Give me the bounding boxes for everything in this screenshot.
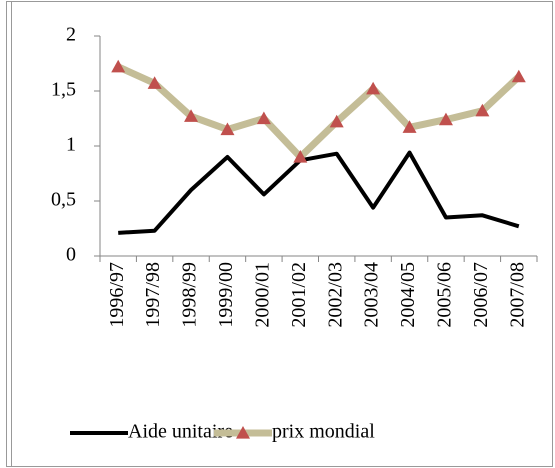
point-marker [475,103,490,117]
legend-marker [236,426,250,439]
point-marker [511,69,526,83]
x-tick-label: 2006/07 [470,262,492,328]
y-tick-label: 2 [66,24,76,46]
y-tick-label: 0 [66,244,76,266]
series-line [116,63,522,161]
point-marker [220,122,235,136]
point-marker [402,120,417,133]
x-tick-label: 2002/03 [324,262,346,328]
x-tick-label: 1996/97 [106,262,128,328]
point-marker [256,111,271,125]
x-tick-label: 2001/02 [288,262,310,328]
x-tick-label: 2004/05 [397,262,419,328]
point-marker [293,150,308,163]
point-marker [366,81,381,95]
legend-label: Aide unitaire [128,421,233,443]
x-tick-label: 1999/00 [215,262,237,328]
point-marker [111,59,126,73]
chart-frame [6,1,553,467]
x-tick-label: 2000/01 [251,262,273,328]
series-line [118,150,520,235]
y-tick-label: 0,5 [51,189,76,211]
y-tick-label: 1 [66,134,76,156]
point-marker [184,109,199,122]
x-tick-label: 1997/98 [142,262,164,328]
point-marker [329,114,344,128]
legend-label: prix mondial [272,421,375,443]
point-marker [147,76,162,89]
x-tick-label: 2003/04 [361,262,383,328]
y-tick-label: 1,5 [51,79,76,101]
x-tick-label: 2005/06 [434,262,456,328]
point-marker [438,112,453,126]
x-tick-label: 1998/99 [179,262,201,328]
x-tick-label: 2007/08 [506,262,528,328]
